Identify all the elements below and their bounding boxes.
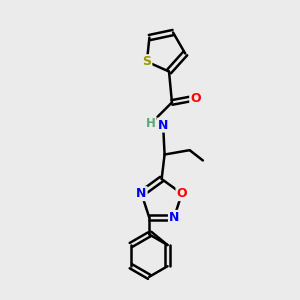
Text: O: O bbox=[176, 187, 187, 200]
Text: N: N bbox=[169, 211, 179, 224]
Text: N: N bbox=[158, 118, 168, 132]
Text: S: S bbox=[142, 55, 152, 68]
Text: N: N bbox=[136, 187, 147, 200]
Text: H: H bbox=[146, 117, 156, 130]
Text: O: O bbox=[190, 92, 201, 104]
